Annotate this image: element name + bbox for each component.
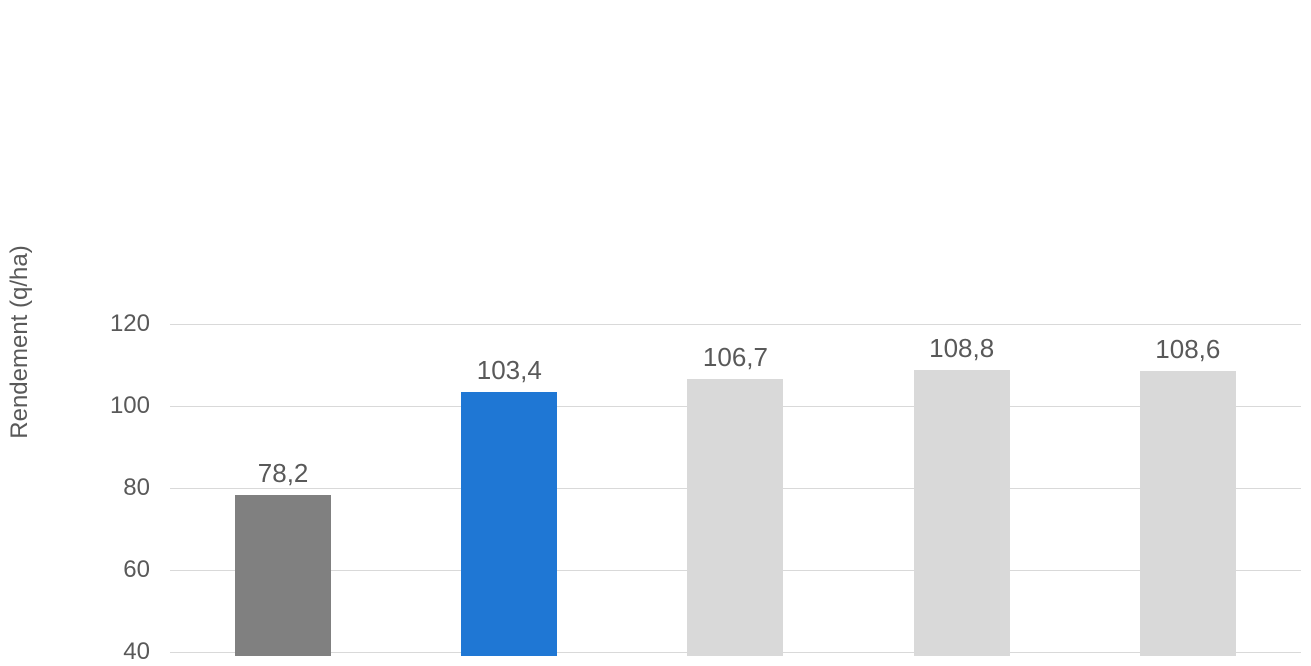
y-tick-label: 60 [123,556,150,584]
y-axis-ticks: 406080100120 [0,0,150,656]
bar-slot: 106,7 [623,0,848,656]
bar-rect [235,495,331,656]
bar-value-label: 108,8 [929,333,994,370]
bar-value-label: 106,7 [703,342,768,379]
bar-value-label: 103,4 [477,355,542,392]
bar-slot: 108,6 [1075,0,1300,656]
yield-bar-chart: Rendement (q/ha) 406080100120 78,2103,41… [0,0,1311,656]
bar-value-label: 78,2 [258,458,309,495]
y-tick-label: 100 [110,392,150,420]
bar-rect [461,392,557,656]
bar-rect [1140,371,1236,656]
bar-rect [687,379,783,656]
bar: 103,4 [461,392,557,656]
bars-row: 78,2 103,4 106,7 108,8 108,6 [170,0,1301,656]
bar: 108,8 [914,370,1010,656]
bar: 108,6 [1140,371,1236,656]
bar-slot: 78,2 [171,0,396,656]
bar-rect [914,370,1010,656]
plot-area: 78,2 103,4 106,7 108,8 108,6 [170,0,1301,656]
bar-slot: 108,8 [849,0,1074,656]
y-tick-label: 80 [123,474,150,502]
y-tick-label: 40 [123,638,150,666]
bar: 106,7 [687,379,783,656]
bar: 78,2 [235,495,331,656]
bar-slot: 103,4 [397,0,622,656]
bar-value-label: 108,6 [1155,334,1220,371]
y-tick-label: 120 [110,310,150,338]
